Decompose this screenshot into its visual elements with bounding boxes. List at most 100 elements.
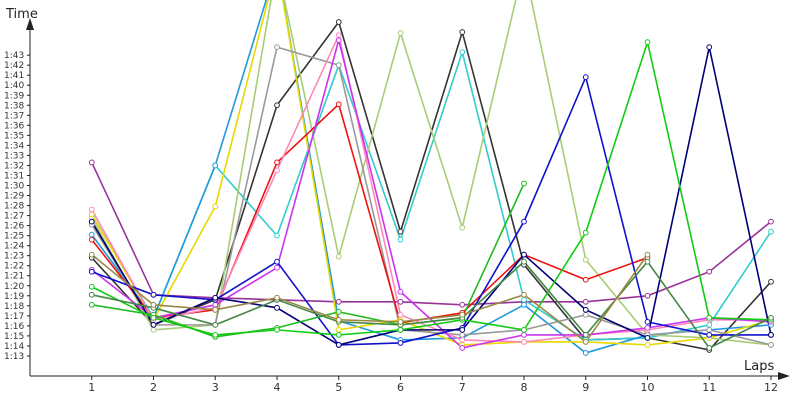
series-line [91, 39, 772, 336]
point [88, 206, 95, 213]
point [582, 350, 589, 356]
point [274, 102, 280, 109]
point [335, 19, 342, 25]
point [768, 314, 774, 321]
series-line [91, 36, 772, 349]
point [88, 211, 95, 218]
point [88, 159, 95, 166]
y-tick-label: 1:42 [4, 61, 24, 71]
point [88, 301, 95, 308]
point [397, 311, 404, 318]
point [582, 256, 589, 263]
point [88, 236, 95, 243]
y-tick-label: 1:31 [4, 171, 24, 181]
point [335, 62, 342, 69]
y-tick-label: 1:29 [4, 192, 24, 202]
point [88, 283, 95, 290]
point [212, 306, 219, 313]
point [582, 311, 589, 318]
y-tick-label: 1:19 [4, 292, 24, 302]
point [459, 301, 466, 308]
point [88, 251, 95, 258]
point [397, 228, 404, 235]
point [644, 39, 651, 46]
point [521, 339, 527, 345]
point [582, 229, 589, 236]
y-axis-title: Time [5, 7, 38, 22]
point [397, 288, 404, 295]
x-tick-label: 10 [641, 381, 655, 394]
point [521, 296, 527, 303]
series-line [91, 32, 771, 343]
y-tick-label: 1:26 [4, 222, 24, 232]
point [459, 224, 466, 231]
y-tick-label: 1:35 [4, 131, 24, 141]
series-line [91, 46, 772, 346]
point [335, 316, 342, 323]
point [459, 49, 466, 56]
series-line [91, 0, 772, 346]
x-tick-label: 5 [335, 381, 342, 394]
series-line [91, 260, 772, 349]
point [150, 314, 157, 321]
point [768, 228, 774, 235]
y-tick-label: 1:23 [4, 252, 24, 262]
point [150, 321, 157, 328]
point [582, 331, 589, 338]
point [644, 292, 651, 299]
point [459, 337, 466, 343]
y-tick-label: 1:37 [4, 111, 24, 121]
point [706, 331, 713, 338]
point [212, 203, 219, 210]
y-tick-label: 1:43 [4, 51, 24, 61]
point [582, 276, 589, 283]
y-tick-label: 1:38 [4, 101, 24, 111]
series-line [91, 46, 772, 346]
y-tick-label: 1:39 [4, 91, 24, 101]
point [521, 251, 527, 258]
point [335, 32, 342, 38]
point [335, 342, 342, 348]
point [212, 294, 219, 301]
point [521, 258, 527, 265]
point [335, 101, 342, 108]
y-tick-label: 1:21 [4, 272, 24, 282]
y-tick-label: 1:28 [4, 202, 24, 212]
x-axis-arrow [778, 372, 790, 380]
y-tick-label: 1:22 [4, 262, 24, 272]
y-tick-label: 1:16 [4, 322, 24, 332]
point [397, 236, 404, 243]
point [212, 301, 219, 308]
point [706, 326, 713, 333]
point [706, 268, 713, 275]
point [706, 314, 713, 321]
point [644, 318, 651, 325]
point [521, 291, 527, 298]
y-tick-label: 1:15 [4, 332, 24, 342]
y-axis-arrow [26, 18, 34, 30]
point [274, 167, 280, 174]
point [706, 44, 713, 51]
point [582, 339, 589, 345]
x-tick-label: 3 [212, 381, 219, 394]
x-tick-label: 9 [582, 381, 589, 394]
point [274, 304, 280, 311]
point [459, 326, 466, 333]
x-tick-label: 8 [521, 381, 528, 394]
x-tick-label: 7 [459, 381, 466, 394]
y-tick-label: 1:13 [4, 352, 24, 362]
y-tick-label: 1:36 [4, 121, 24, 131]
point [521, 180, 527, 187]
point [274, 159, 280, 166]
point [582, 298, 589, 305]
point [335, 331, 342, 338]
point [706, 345, 713, 351]
point [88, 268, 95, 275]
point [644, 258, 651, 265]
x-tick-label: 11 [702, 381, 716, 394]
y-tick-label: 1:25 [4, 232, 24, 242]
point [459, 29, 466, 35]
point [335, 37, 342, 44]
